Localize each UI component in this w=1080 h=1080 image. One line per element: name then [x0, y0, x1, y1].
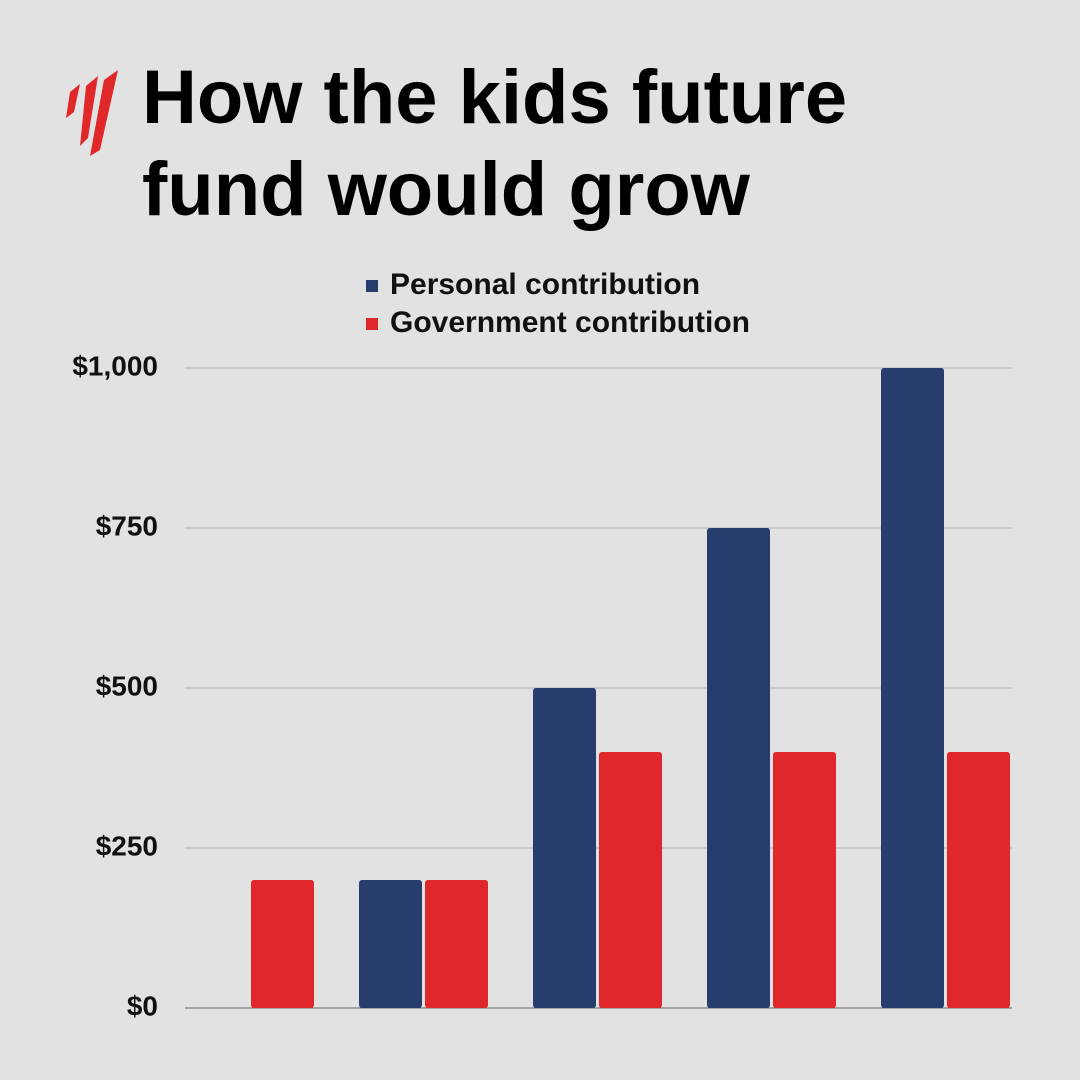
- logo: [66, 70, 118, 156]
- bar: [359, 880, 422, 1008]
- bar: [533, 688, 596, 1008]
- legend-swatch: [366, 280, 378, 292]
- legend-swatch: [366, 318, 378, 330]
- bar: [773, 752, 836, 1008]
- bar: [251, 880, 314, 1008]
- y-tick-label: $1,000: [72, 350, 158, 381]
- bar: [707, 528, 770, 1008]
- bar: [425, 880, 488, 1008]
- y-tick-label: $500: [96, 670, 158, 701]
- bar: [881, 368, 944, 1008]
- bar: [947, 752, 1010, 1008]
- y-tick-label: $0: [127, 990, 158, 1021]
- chart-title: How the kids future fund would grow: [142, 55, 848, 232]
- bar: [599, 752, 662, 1008]
- y-tick-label: $750: [96, 510, 158, 541]
- legend-label: Personal contribution: [390, 268, 700, 301]
- legend-label: Government contribution: [390, 306, 750, 339]
- y-tick-label: $250: [96, 830, 158, 861]
